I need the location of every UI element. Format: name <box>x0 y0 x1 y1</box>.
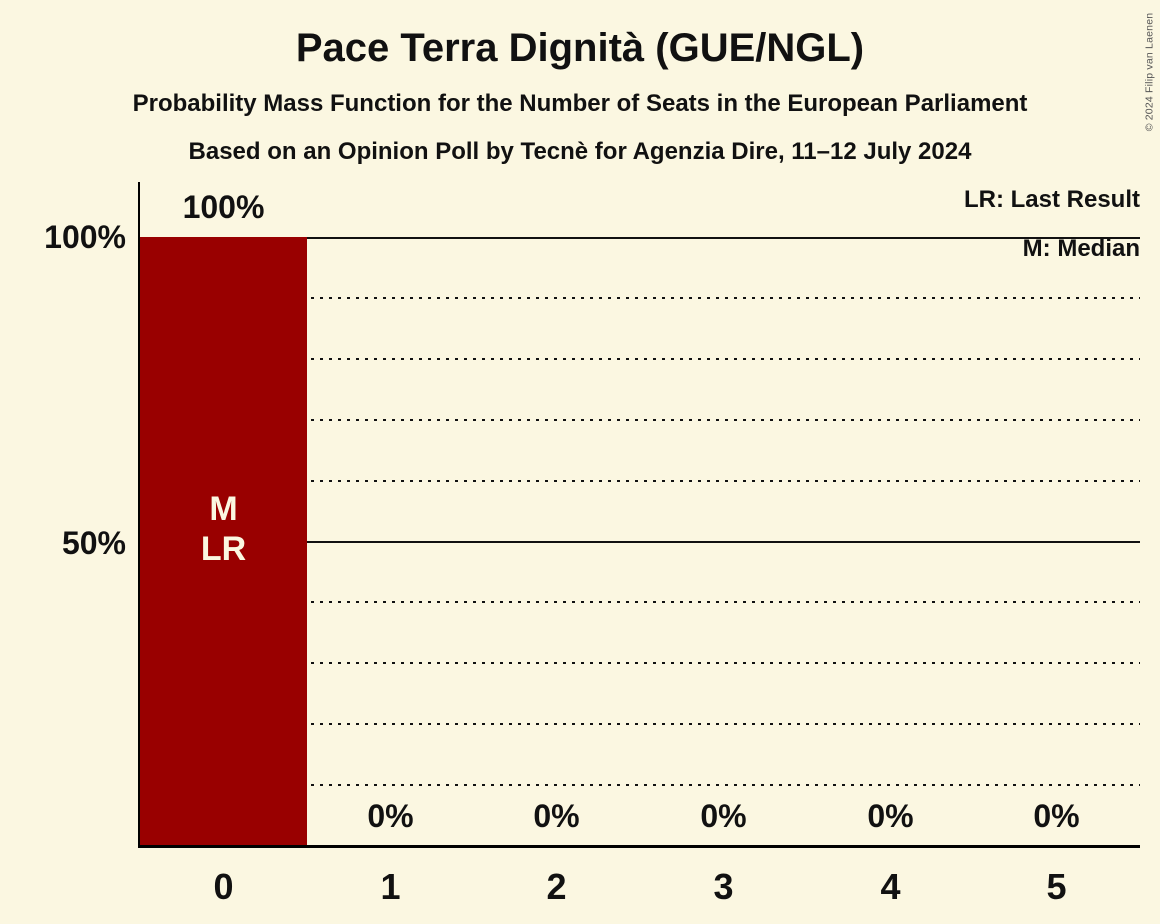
chart-subtitle-pmf: Probability Mass Function for the Number… <box>132 90 1028 117</box>
gridline-dotted-80pct <box>140 358 1140 360</box>
value-label-seats-1: 0% <box>367 798 414 834</box>
y-axis-line <box>138 182 140 846</box>
legend-median: M: Median <box>1022 235 1140 262</box>
copyright-box: © 2024 Filip van Laenen <box>1138 6 1160 138</box>
gridline-dotted-20pct <box>140 723 1140 725</box>
gridline-dotted-40pct <box>140 601 1140 603</box>
x-axis-line <box>138 845 1140 848</box>
gridline-solid-100pct <box>140 237 1140 239</box>
copyright-text: © 2024 Filip van Laenen <box>1143 12 1155 132</box>
median-marker: M <box>209 489 238 528</box>
value-label-seats-0: 100% <box>182 189 265 225</box>
x-axis-tick-4: 4 <box>880 866 901 907</box>
value-label-seats-2: 0% <box>533 798 580 834</box>
value-label-seats-4: 0% <box>867 798 914 834</box>
gridline-dotted-70pct <box>140 419 1140 421</box>
bar-annotation-median-lastresult: M LR <box>201 489 246 595</box>
chart-title: Pace Terra Dignità (GUE/NGL) <box>295 26 865 70</box>
gridline-solid-50pct <box>140 541 1140 543</box>
chart-subtitle-poll-source: Based on an Opinion Poll by Tecnè for Ag… <box>188 138 972 165</box>
x-axis-tick-5: 5 <box>1046 866 1067 907</box>
value-label-seats-5: 0% <box>1033 798 1080 834</box>
x-axis-tick-2: 2 <box>546 866 567 907</box>
gridline-dotted-90pct <box>140 297 1140 299</box>
legend-last-result: LR: Last Result <box>963 186 1140 213</box>
value-label-seats-3: 0% <box>700 798 747 834</box>
y-axis-tick-50: 50% <box>61 525 126 561</box>
gridline-dotted-60pct <box>140 480 1140 482</box>
y-axis-tick-100: 100% <box>44 219 126 255</box>
bar-seats-0: M LR <box>140 237 307 846</box>
x-axis-tick-1: 1 <box>380 866 401 907</box>
gridline-dotted-10pct <box>140 784 1140 786</box>
x-axis-tick-0: 0 <box>213 866 234 907</box>
last-result-marker: LR <box>200 529 247 568</box>
gridline-dotted-30pct <box>140 662 1140 664</box>
plot-area: M LR <box>140 237 1140 846</box>
x-axis-tick-3: 3 <box>713 866 734 907</box>
